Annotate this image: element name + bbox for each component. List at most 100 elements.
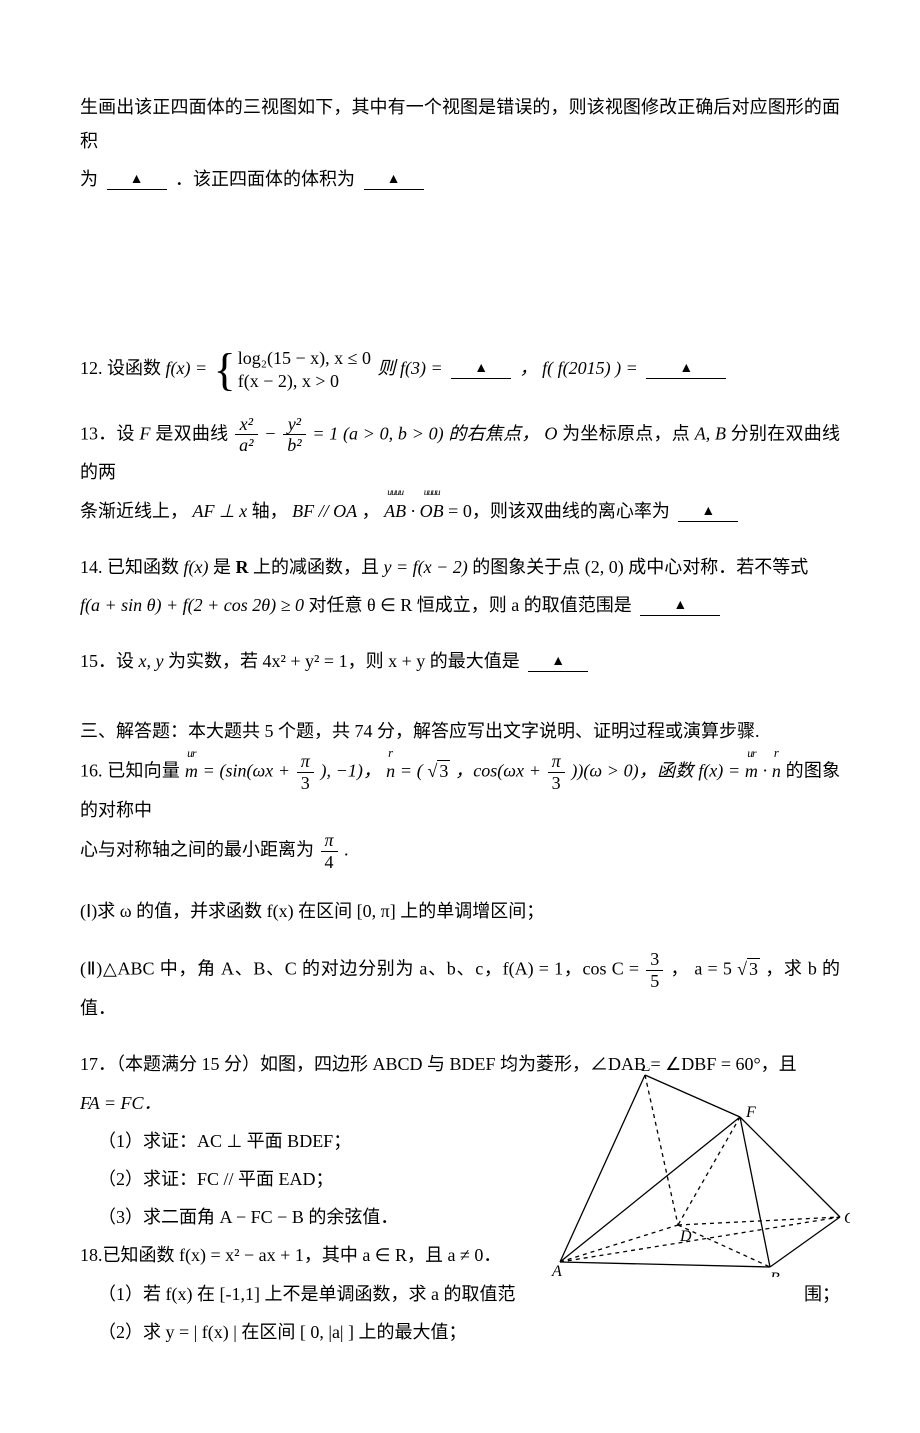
math: ，cos(ωx + (455, 761, 546, 781)
q17-block: 17．（本题满分 15 分）如图，四边形 ABCD 与 BDEF 均为菱形，∠D… (80, 1047, 840, 1349)
num: π (321, 831, 338, 852)
math: AF ⊥ x (193, 501, 248, 521)
q11-line2: 为 ▲ ．该正四面体的体积为 ▲ (80, 162, 840, 196)
frac-x2a2: x² a² (235, 415, 257, 456)
case2: f(x − 2), x > 0 (238, 370, 371, 393)
svg-text:A: A (551, 1263, 562, 1277)
frac-pi4: π 4 (321, 831, 338, 872)
math: = ( (400, 761, 423, 781)
vec-n: n (386, 754, 395, 788)
text: 围； (804, 1277, 840, 1311)
radicand: 3 (747, 958, 760, 979)
q14-line1: 14. 已知函数 f(x) 是 R 上的减函数，且 y = f(x − 2) 的… (80, 550, 840, 584)
blank: ▲ (451, 359, 511, 379)
q16-line1: 16. 已知向量 m = (sin(ωx + π 3 ), −1)， n = (… (80, 752, 840, 827)
vec-n2: n (772, 754, 781, 788)
math: BF // OA (292, 501, 357, 521)
svg-text:D: D (679, 1228, 692, 1245)
math: f(x) = (698, 761, 745, 781)
den: 4 (321, 852, 338, 872)
text: 13．设 (80, 423, 140, 443)
text: 为坐标原点，点 (562, 423, 695, 443)
frac-35: 3 5 (646, 950, 663, 991)
q18-part2: （2）求 y = | f(x) | 在区间 [ 0, |a| ] 上的最大值； (80, 1315, 840, 1349)
text: 心与对称轴之间的最小距离为 (80, 840, 319, 860)
piecewise: { log₂(15 − x), x ≤ 0 f(x − 2), x > 0 (214, 347, 371, 393)
math: ), −1)， (321, 761, 382, 781)
den: 5 (646, 971, 663, 991)
svg-text:C: C (844, 1210, 850, 1227)
blank: ▲ (646, 359, 726, 379)
blank: ▲ (107, 170, 167, 190)
q12: 12. 设函数 f(x) = { log₂(15 − x), x ≤ 0 f(x… (80, 347, 840, 393)
vec-m2: m (745, 754, 758, 788)
blank: ▲ (364, 170, 424, 190)
blank: ▲ (528, 652, 588, 672)
q11-line1: 生画出该正四面体的三视图如下，其中有一个视图是错误的，则该视图修改正确后对应图形… (80, 90, 840, 158)
text: 为实数，若 4x² + y² = 1，则 x + y 的最大值是 (168, 651, 520, 671)
q15: 15．设 x, y 为实数，若 4x² + y² = 1，则 x + y 的最大… (80, 644, 840, 678)
math: O (544, 423, 557, 443)
math: f(x) (184, 557, 209, 577)
math: = 1 (a > 0, b > 0) 的右焦点， (312, 423, 539, 443)
math: f(x) = (166, 358, 212, 378)
q18-part1: （1）若 f(x) 在 [-1,1] 上不是单调函数，求 a 的取值范 围； (80, 1277, 840, 1311)
num: x² (235, 415, 257, 436)
num: y² (283, 415, 305, 436)
text: 的图象关于点 (2, 0) 成中心对称．若不等式 (472, 557, 808, 577)
radicand: 3 (437, 760, 450, 781)
num: π (297, 752, 314, 773)
q14-line2: f(a + sin θ) + f(2 + cos 2θ) ≥ 0 对任意 θ ∈… (80, 588, 840, 622)
text: 是双曲线 (155, 423, 233, 443)
text: . (344, 840, 349, 860)
vec-AB: AB (384, 494, 406, 528)
den: b² (283, 435, 305, 455)
sqrt3b: 3 (737, 952, 760, 986)
text: 14. 已知函数 (80, 557, 184, 577)
num: π (548, 752, 565, 773)
den: 3 (297, 773, 314, 793)
text: 轴， (252, 501, 288, 521)
text: 是 (213, 557, 236, 577)
frac-y2b2: y² b² (283, 415, 305, 456)
text: 上的减函数，且 (253, 557, 384, 577)
math: ， f( f(2015) ) = (520, 358, 643, 378)
math: y = f(x − 2) (383, 557, 467, 577)
den: a² (235, 435, 257, 455)
blank: ▲ (678, 502, 738, 522)
frac-pi3b: π 3 (548, 752, 565, 793)
svg-text:F: F (745, 1104, 756, 1121)
q11-mid: ．该正四面体的体积为 (175, 169, 355, 189)
vec-m: m (185, 754, 198, 788)
text: 12. 设函数 (80, 358, 166, 378)
svg-text:E: E (640, 1067, 651, 1075)
text: ， (362, 501, 380, 521)
text: = 0，则该双曲线的离心率为 (448, 501, 670, 521)
blank: ▲ (640, 596, 720, 616)
case1: log₂(15 − x), x ≤ 0 (238, 347, 371, 370)
math: f(a + sin θ) + f(2 + cos 2θ) ≥ 0 (80, 595, 304, 615)
math: = (sin(ωx + (203, 761, 295, 781)
q16-part2: (Ⅱ)△ABC 中，角 A、B、C 的对边分别为 a、b、c，f(A) = 1，… (80, 950, 840, 1025)
q17-figure: ABCDEF (550, 1067, 850, 1277)
q13-line2: 条渐近线上， AF ⊥ x 轴， BF // OA ， AB · OB = 0，… (80, 494, 840, 528)
text: 16. 已知向量 (80, 761, 185, 781)
num: 3 (646, 950, 663, 971)
math: FA = FC． (80, 1093, 162, 1113)
vec-OB: OB (420, 494, 444, 528)
den: 3 (548, 773, 565, 793)
q16-part1: (Ⅰ)求 ω 的值，并求函数 f(x) 在区间 [0, π] 上的单调增区间； (80, 894, 840, 928)
dot: · (411, 501, 420, 521)
dot: · (763, 761, 772, 781)
frac-pi3: π 3 (297, 752, 314, 793)
text: 对任意 θ ∈ R 恒成立，则 a 的取值范围是 (308, 595, 631, 615)
q13-line1: 13．设 F 是双曲线 x² a² − y² b² = 1 (a > 0, b … (80, 415, 840, 490)
math: x, y (139, 651, 164, 671)
text: (Ⅱ)△ABC 中，角 A、B、C 的对边分别为 a、b、c，f(A) = 1，… (80, 959, 644, 979)
math: F (140, 423, 151, 443)
q11-pre: 为 (80, 169, 98, 189)
minus: − (264, 423, 281, 443)
math: ))(ω > 0)，函数 (571, 761, 698, 781)
math: 则 f(3) = (378, 358, 448, 378)
text: （1）若 f(x) 在 [-1,1] 上不是单调函数，求 a 的取值范 (98, 1284, 515, 1304)
